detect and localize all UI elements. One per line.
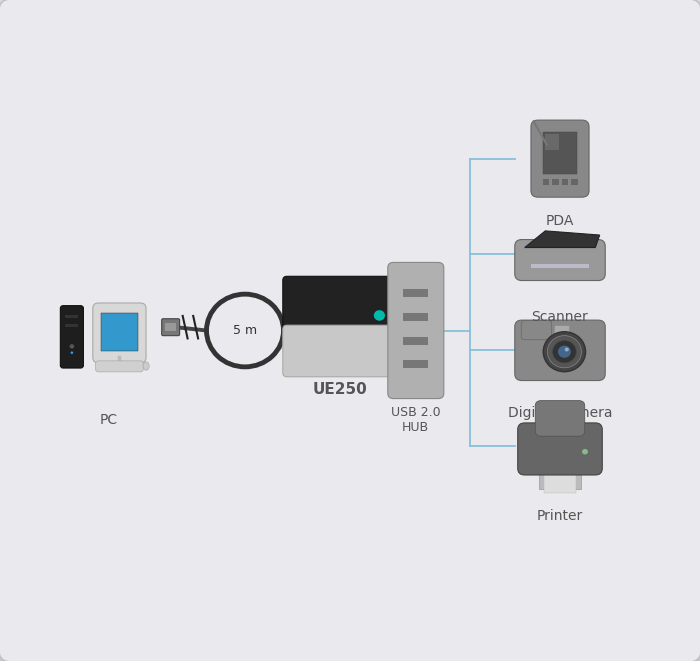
Text: Digital Camera: Digital Camera: [508, 406, 612, 420]
Bar: [544, 463, 576, 493]
Text: Printer: Printer: [537, 508, 583, 523]
Ellipse shape: [143, 362, 149, 370]
Bar: [562, 180, 568, 185]
FancyBboxPatch shape: [93, 303, 146, 363]
Bar: [536, 430, 584, 434]
FancyBboxPatch shape: [518, 423, 602, 475]
Polygon shape: [525, 231, 600, 248]
Bar: [552, 180, 559, 185]
FancyBboxPatch shape: [531, 120, 589, 197]
Text: UE250: UE250: [312, 383, 367, 397]
FancyBboxPatch shape: [60, 305, 83, 368]
Circle shape: [69, 344, 74, 348]
Text: Scanner: Scanner: [531, 310, 589, 325]
Bar: [531, 264, 589, 268]
Circle shape: [565, 348, 569, 352]
Bar: [554, 325, 569, 335]
FancyBboxPatch shape: [514, 320, 606, 381]
FancyBboxPatch shape: [514, 239, 606, 280]
Circle shape: [547, 336, 582, 368]
FancyBboxPatch shape: [283, 276, 396, 334]
Bar: [66, 315, 78, 318]
FancyBboxPatch shape: [522, 321, 552, 340]
Text: 5 m: 5 m: [233, 324, 257, 337]
Circle shape: [582, 449, 588, 455]
Bar: [403, 289, 428, 297]
FancyBboxPatch shape: [283, 325, 396, 377]
FancyBboxPatch shape: [388, 262, 444, 399]
Text: PC: PC: [99, 412, 118, 427]
Text: USB 2.0
HUB: USB 2.0 HUB: [391, 406, 440, 434]
FancyBboxPatch shape: [536, 401, 584, 436]
Bar: [403, 336, 428, 344]
Circle shape: [374, 310, 385, 321]
Bar: [165, 323, 176, 331]
Bar: [545, 134, 559, 150]
Circle shape: [553, 340, 576, 363]
Bar: [101, 313, 138, 351]
Bar: [571, 180, 577, 185]
Bar: [540, 463, 580, 489]
Circle shape: [558, 346, 571, 358]
Bar: [403, 313, 428, 321]
Bar: [403, 360, 428, 368]
Bar: [543, 180, 550, 185]
Text: PDA: PDA: [546, 214, 574, 229]
Bar: [110, 363, 129, 366]
Circle shape: [71, 352, 74, 354]
Bar: [66, 324, 78, 327]
FancyBboxPatch shape: [162, 319, 180, 336]
Bar: [543, 132, 577, 174]
Circle shape: [543, 332, 586, 371]
FancyBboxPatch shape: [96, 361, 144, 372]
